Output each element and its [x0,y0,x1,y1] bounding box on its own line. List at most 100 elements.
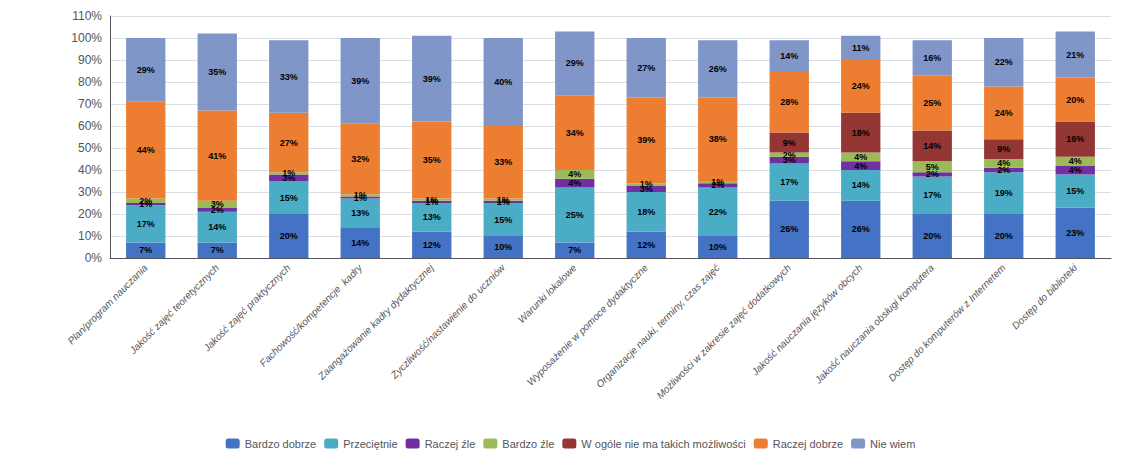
svg-text:50%: 50% [78,141,102,155]
svg-text:Nie wiem: Nie wiem [870,438,915,450]
svg-text:22%: 22% [709,207,727,217]
svg-text:12%: 12% [423,240,441,250]
svg-text:40%: 40% [78,163,102,177]
svg-text:7%: 7% [568,245,581,255]
svg-text:15%: 15% [1066,186,1084,196]
svg-text:20%: 20% [995,231,1013,241]
svg-text:9%: 9% [783,138,796,148]
svg-text:13%: 13% [351,208,369,218]
svg-text:24%: 24% [852,81,870,91]
svg-text:18%: 18% [637,207,655,217]
svg-text:14%: 14% [351,238,369,248]
svg-text:39%: 39% [351,76,369,86]
svg-text:10%: 10% [78,229,102,243]
svg-text:18%: 18% [852,128,870,138]
svg-text:5%: 5% [926,162,939,172]
svg-text:4%: 4% [854,161,867,171]
svg-text:7%: 7% [139,245,152,255]
svg-text:Raczej źle: Raczej źle [425,438,476,450]
svg-text:15%: 15% [494,215,512,225]
svg-text:33%: 33% [280,72,298,82]
svg-text:20%: 20% [280,231,298,241]
svg-text:70%: 70% [78,97,102,111]
svg-text:Zaangażowanie kadry dydaktyczn: Zaangażowanie kadry dydaktycznej [315,262,436,383]
svg-text:Dostęp do komputerów z Interne: Dostęp do komputerów z Internetem [886,262,1008,384]
svg-text:Warunki lokalowe: Warunki lokalowe [516,262,579,325]
svg-text:1%: 1% [497,195,510,205]
svg-text:23%: 23% [1066,228,1084,238]
svg-text:2%: 2% [139,196,152,206]
svg-text:29%: 29% [137,65,155,75]
svg-text:14%: 14% [852,180,870,190]
svg-text:17%: 17% [137,219,155,229]
svg-text:34%: 34% [566,128,584,138]
svg-text:12%: 12% [637,240,655,250]
svg-text:17%: 17% [780,177,798,187]
svg-text:35%: 35% [423,155,441,165]
svg-text:32%: 32% [351,154,369,164]
svg-text:14%: 14% [208,222,226,232]
svg-text:1%: 1% [425,195,438,205]
svg-text:Bardzo źle: Bardzo źle [502,438,554,450]
svg-text:1%: 1% [282,168,295,178]
svg-text:Organizacje nauki, terminy, cz: Organizacje nauki, terminy, czas zajęć [594,262,722,390]
svg-text:25%: 25% [566,210,584,220]
svg-text:22%: 22% [995,57,1013,67]
svg-text:Jakość nauczania obsługi kompu: Jakość nauczania obsługi komputera [812,262,937,387]
svg-text:Wyposażenie w pomoce dydaktycz: Wyposażenie w pomoce dydaktyczne [525,262,651,388]
svg-text:Jakość nauczania języków obcyc: Jakość nauczania języków obcych [749,262,865,378]
svg-text:W ogóle nie ma takich możliwoś: W ogóle nie ma takich możliwości [581,438,745,450]
svg-text:27%: 27% [280,138,298,148]
svg-text:Dostęp do biblioteki: Dostęp do biblioteki [1010,262,1080,332]
svg-text:1%: 1% [640,179,653,189]
svg-text:26%: 26% [852,224,870,234]
svg-text:25%: 25% [923,98,941,108]
svg-text:38%: 38% [709,134,727,144]
svg-text:17%: 17% [923,190,941,200]
svg-text:3%: 3% [211,199,224,209]
svg-text:1%: 1% [354,190,367,200]
svg-text:39%: 39% [423,74,441,84]
svg-text:2%: 2% [783,150,796,160]
svg-text:110%: 110% [72,9,102,23]
svg-text:Przeciętnie: Przeciętnie [343,438,397,450]
svg-text:4%: 4% [854,152,867,162]
svg-text:Raczej dobrze: Raczej dobrze [773,438,843,450]
svg-text:4%: 4% [997,158,1010,168]
svg-text:9%: 9% [997,144,1010,154]
svg-text:14%: 14% [923,141,941,151]
svg-text:20%: 20% [78,207,102,221]
svg-text:16%: 16% [923,53,941,63]
svg-text:13%: 13% [423,212,441,222]
svg-text:100%: 100% [71,31,102,45]
svg-text:27%: 27% [637,63,655,73]
svg-text:90%: 90% [78,53,102,67]
svg-text:4%: 4% [1069,165,1082,175]
svg-text:1%: 1% [711,177,724,187]
svg-text:Życzliwość/nastawienie do uczn: Życzliwość/nastawienie do uczniów [388,262,508,382]
svg-text:4%: 4% [568,169,581,179]
svg-text:39%: 39% [637,135,655,145]
svg-text:60%: 60% [78,119,102,133]
svg-text:20%: 20% [923,231,941,241]
svg-text:21%: 21% [1066,50,1084,60]
svg-text:20%: 20% [1066,95,1084,105]
svg-text:4%: 4% [1069,156,1082,166]
svg-text:80%: 80% [78,75,102,89]
svg-text:16%: 16% [1066,134,1084,144]
svg-text:30%: 30% [78,185,102,199]
svg-text:35%: 35% [208,67,226,77]
svg-text:26%: 26% [709,64,727,74]
svg-text:10%: 10% [494,242,512,252]
svg-text:Plan/program nauczania: Plan/program nauczania [65,262,150,347]
svg-text:15%: 15% [280,193,298,203]
svg-text:Bardzo dobrze: Bardzo dobrze [245,438,317,450]
svg-text:26%: 26% [780,224,798,234]
svg-text:0%: 0% [85,251,103,265]
svg-text:40%: 40% [494,77,512,87]
svg-text:33%: 33% [494,157,512,167]
svg-text:Możliwości w zakresie zajęć do: Możliwości w zakresie zajęć dodatkowych [654,262,793,401]
svg-text:28%: 28% [780,97,798,107]
svg-text:14%: 14% [780,51,798,61]
svg-text:24%: 24% [995,108,1013,118]
